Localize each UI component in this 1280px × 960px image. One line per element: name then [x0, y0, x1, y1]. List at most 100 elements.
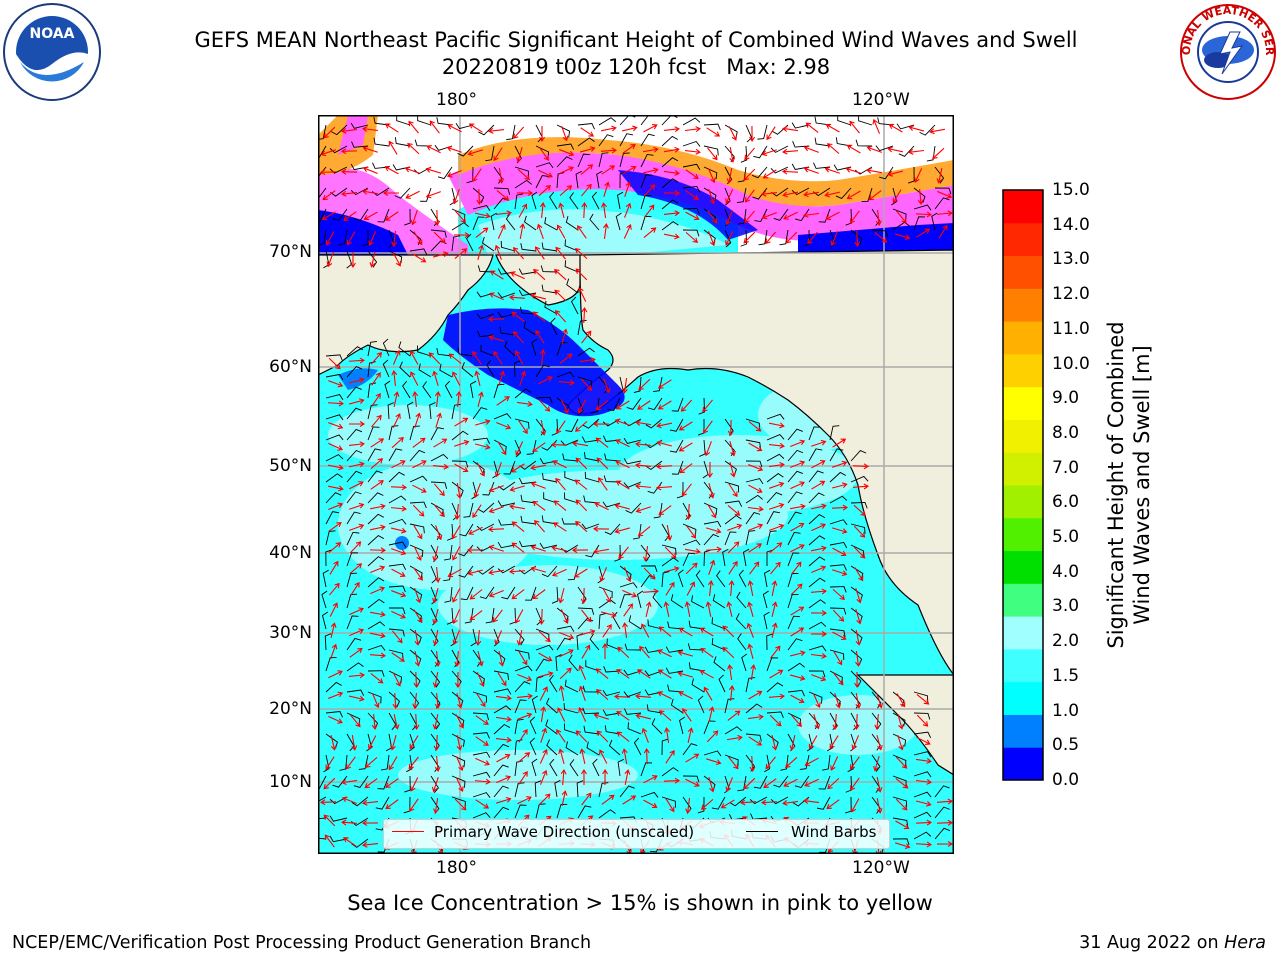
wind-barb — [346, 428, 363, 441]
wave-direction-arrow — [493, 147, 503, 162]
wind-barb — [703, 750, 722, 757]
wave-direction-arrow — [559, 166, 574, 175]
wave-direction-arrow — [790, 460, 806, 468]
wave-direction-arrow — [558, 587, 565, 604]
wind-barb — [816, 796, 831, 810]
map-gridlines — [318, 115, 954, 854]
wind-barb — [614, 544, 621, 562]
wind-barb — [628, 615, 642, 630]
wave-direction-arrow — [850, 798, 860, 813]
wind-barb — [762, 590, 769, 609]
wind-barb — [787, 712, 802, 726]
wind-barb — [325, 549, 332, 567]
wave-direction-arrow — [643, 227, 657, 238]
wave-direction-arrow — [328, 422, 344, 430]
wave-direction-arrow — [579, 357, 596, 363]
wave-direction-arrow — [472, 168, 482, 183]
wave-direction-arrow — [391, 548, 407, 556]
wind-barb — [753, 145, 768, 159]
wave-direction-arrow — [726, 167, 733, 184]
wave-direction-arrow — [538, 169, 553, 178]
wind-barb — [520, 515, 537, 525]
wind-barb — [497, 541, 516, 549]
wind-barb — [497, 292, 516, 299]
wind-barb — [409, 523, 425, 534]
wave-direction-arrow — [602, 223, 609, 240]
wave-direction-arrow — [487, 316, 505, 323]
wave-direction-arrow — [623, 603, 634, 617]
wind-barb — [556, 625, 575, 632]
wave-direction-arrow — [725, 189, 734, 204]
wind-barb — [351, 796, 369, 807]
wave-direction-arrow — [708, 777, 715, 793]
wind-barb — [535, 364, 550, 378]
wind-barb — [325, 657, 337, 672]
wind-barb — [691, 595, 705, 609]
wind-barb — [388, 628, 405, 637]
wave-direction-arrow — [622, 622, 628, 639]
wave-direction-arrow — [475, 736, 489, 746]
nws-logo-icon: NATIONAL WEATHER SERVICE — [1178, 2, 1276, 100]
wave-direction-arrow — [474, 778, 491, 785]
wave-direction-arrow — [827, 777, 840, 790]
bottom-axis-label-180: 180° — [436, 858, 477, 878]
wind-barb — [472, 812, 491, 819]
wave-direction-arrow — [328, 691, 344, 699]
wave-direction-arrow — [727, 710, 741, 721]
wind-barb — [451, 733, 465, 747]
wave-direction-arrow — [803, 211, 820, 218]
wind-barb — [351, 838, 369, 848]
wave-direction-arrow — [578, 685, 586, 701]
wind-barb — [577, 153, 590, 168]
wave-direction-arrow — [642, 588, 660, 595]
wind-barb — [545, 697, 558, 714]
wave-direction-arrow — [782, 800, 799, 806]
wind-barb — [931, 212, 938, 231]
wave-direction-arrow — [575, 457, 588, 470]
colorbar-tick-label: 12.0 — [1052, 284, 1090, 305]
wave-direction-arrow — [761, 212, 777, 220]
wind-barb — [567, 565, 579, 581]
wave-direction-arrow — [414, 412, 422, 428]
wave-direction-arrow — [677, 650, 693, 657]
wind-barb — [324, 633, 332, 651]
wave-direction-arrow — [434, 755, 441, 772]
wind-barb — [388, 495, 407, 504]
wave-direction-arrow — [666, 524, 673, 541]
wind-barb — [647, 619, 663, 630]
wind-barb — [913, 811, 932, 819]
colorbar-segment — [1003, 583, 1043, 617]
wind-barb — [808, 514, 826, 525]
wind-barb — [682, 163, 701, 170]
wind-barb — [667, 621, 684, 630]
wind-barb — [493, 413, 512, 420]
wave-direction-arrow — [663, 210, 680, 217]
wave-direction-arrow — [729, 462, 736, 478]
wave-direction-arrow — [425, 167, 441, 174]
wind-barb — [640, 565, 658, 573]
wind-barb — [703, 481, 714, 499]
wave-direction-arrow — [783, 778, 798, 787]
wind-barb — [322, 569, 329, 588]
wind-barb — [430, 427, 444, 441]
wind-barb — [318, 796, 327, 802]
wind-barb — [934, 197, 950, 210]
wind-barb — [598, 782, 609, 798]
colorbar-title-line2: Wind Waves and Swell [m] — [1130, 345, 1154, 625]
wave-direction-arrow — [845, 166, 861, 174]
wind-barb — [451, 403, 461, 420]
wave-direction-arrow — [474, 443, 491, 450]
wind-barb — [518, 540, 537, 548]
wave-direction-arrow — [556, 420, 566, 434]
wave-direction-arrow — [803, 191, 820, 198]
wave-direction-arrow — [551, 568, 567, 577]
wind-barb — [592, 758, 600, 777]
wind-barb — [457, 347, 474, 357]
wind-barb — [808, 492, 825, 504]
wind-barb — [598, 613, 607, 630]
wind-barb — [718, 674, 726, 693]
wave-direction-arrow — [412, 391, 419, 408]
wave-direction-legend-swatch — [392, 831, 424, 832]
wind-barb — [822, 754, 831, 771]
wave-direction-arrow — [370, 480, 384, 490]
